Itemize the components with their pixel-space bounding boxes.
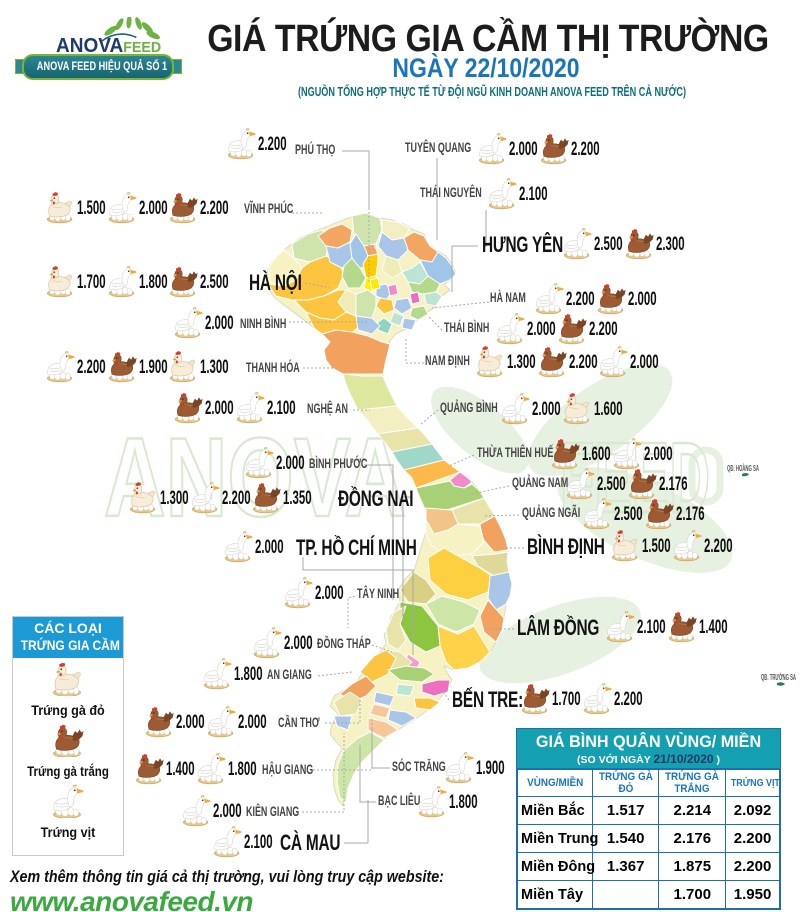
svg-text:QĐ. HOÀNG SA: QĐ. HOÀNG SA bbox=[727, 464, 759, 473]
svg-text:QĐ. TRƯỜNG SA: QĐ. TRƯỜNG SA bbox=[761, 673, 796, 682]
